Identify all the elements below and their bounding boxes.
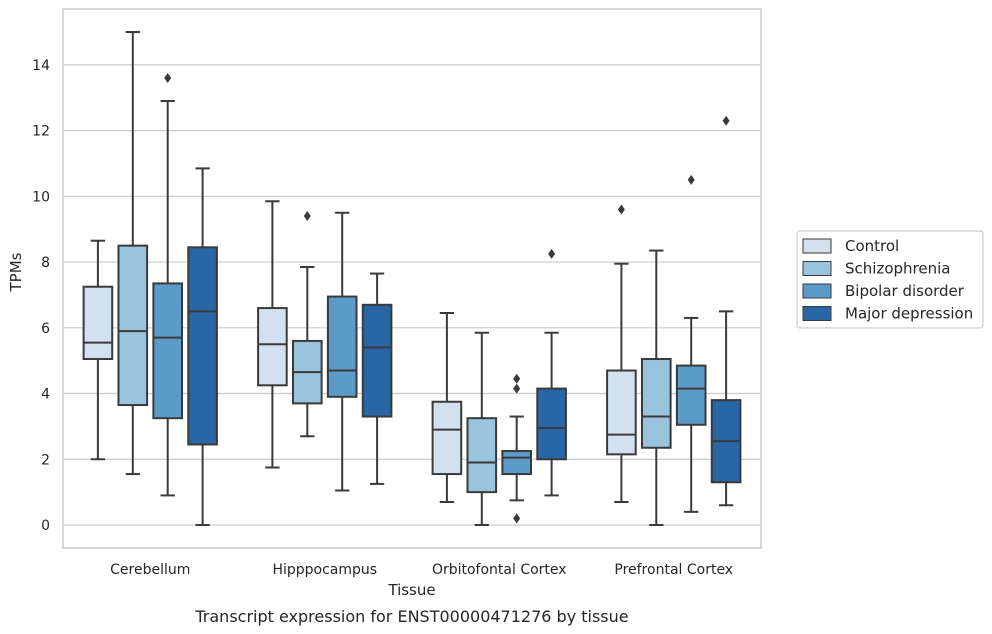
chart-caption: Transcript expression for ENST0000047127… xyxy=(194,607,628,626)
legend-swatch xyxy=(802,238,832,254)
legend-frame xyxy=(796,230,984,329)
outlier-point xyxy=(513,513,521,524)
box-major-depression xyxy=(710,115,742,507)
box-control xyxy=(431,312,463,503)
box-control xyxy=(82,239,114,461)
iqr-box xyxy=(501,450,533,476)
outlier-point xyxy=(164,73,172,84)
y-tick-label: 2 xyxy=(41,452,50,468)
y-tick-label: 14 xyxy=(32,58,50,74)
legend-swatch xyxy=(802,306,832,321)
x-tick-label: Prefrontal Cortex xyxy=(614,562,733,578)
iqr-box xyxy=(675,364,707,426)
box-major-depression xyxy=(187,167,218,526)
box-bipolar-disorder xyxy=(152,73,184,497)
plot-frame xyxy=(62,8,762,549)
iqr-box xyxy=(361,303,393,418)
y-tick-label: 4 xyxy=(41,387,50,403)
iqr-box xyxy=(640,358,672,449)
outlier-point xyxy=(548,248,556,259)
iqr-box xyxy=(466,417,498,494)
x-tick-label: Cerebellum xyxy=(110,562,190,578)
legend-swatch xyxy=(802,261,832,276)
legend-label: Schizophrenia xyxy=(845,260,950,278)
x-axis-label: Tissue xyxy=(387,581,435,599)
outlier-point xyxy=(513,383,521,394)
box-bipolar-disorder xyxy=(501,373,533,524)
x-tick-label: Orbitofontal Cortex xyxy=(432,562,567,578)
x-tick-label: Hipppocampus xyxy=(272,562,377,578)
y-axis-label: TPMs xyxy=(7,252,25,292)
outlier-point xyxy=(303,211,311,222)
legend-label: Major depression xyxy=(845,305,973,323)
legend-swatch xyxy=(802,283,832,299)
iqr-box xyxy=(257,307,288,387)
x-tick-labels: Cerebellum Hipppocampus Orbitofontal Corte… xyxy=(110,562,733,578)
box-schizophrenia xyxy=(117,31,149,476)
box-control xyxy=(257,200,288,469)
box-bipolar-disorder xyxy=(675,174,707,513)
legend-label: Bipolar disorder xyxy=(845,282,965,300)
box-bipolar-disorder xyxy=(326,211,358,492)
box-layer xyxy=(82,31,742,526)
outlier-point xyxy=(722,115,730,126)
y-tick-label: 6 xyxy=(41,321,50,337)
y-tick-label: 8 xyxy=(41,255,50,271)
box-schizophrenia xyxy=(466,331,498,526)
legend: Control Schizophrenia Bipolar disorder Majo… xyxy=(796,230,984,329)
outlier-point xyxy=(687,174,695,185)
box-control xyxy=(606,204,637,503)
outlier-point xyxy=(513,373,521,384)
box-schizophrenia xyxy=(291,211,323,438)
iqr-box xyxy=(326,295,358,398)
y-tick-label: 10 xyxy=(32,189,50,205)
y-tick-label: 0 xyxy=(41,518,50,534)
box-major-depression xyxy=(361,272,393,485)
y-tick-labels: 0 2 4 6 8 10 12 14 xyxy=(32,58,50,534)
iqr-box xyxy=(152,282,184,420)
iqr-box xyxy=(606,369,637,456)
box-major-depression xyxy=(536,248,567,497)
iqr-box xyxy=(536,387,567,461)
iqr-box xyxy=(117,244,149,407)
iqr-box xyxy=(82,285,114,361)
legend-label: Control xyxy=(845,237,899,255)
iqr-box xyxy=(187,246,218,446)
outlier-point xyxy=(617,204,625,215)
box-schizophrenia xyxy=(640,249,672,526)
y-tick-label: 12 xyxy=(32,124,50,140)
iqr-box xyxy=(431,400,463,476)
